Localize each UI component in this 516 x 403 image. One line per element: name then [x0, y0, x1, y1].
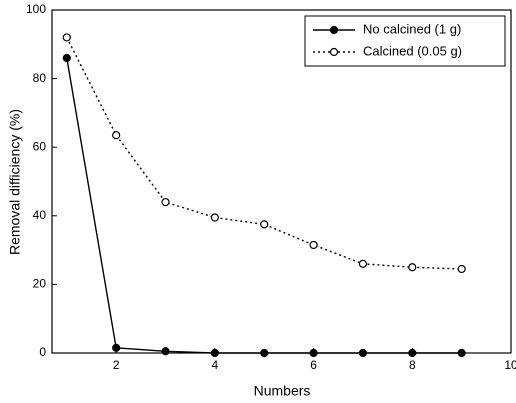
data-point: [161, 347, 170, 356]
data-point: [457, 264, 466, 274]
data-point: [358, 348, 368, 358]
data-point: [260, 220, 269, 229]
legend-marker: [329, 47, 339, 57]
x-tick-label: 6: [310, 358, 317, 372]
y-axis-title: Removal difficiency (%): [7, 109, 23, 255]
y-tick-label: 40: [33, 208, 47, 222]
data-point: [457, 348, 466, 358]
y-tick-label: 20: [33, 277, 47, 291]
series-line: [66, 57, 462, 354]
data-point: [112, 343, 121, 352]
data-point: [408, 348, 417, 358]
series-line: [66, 37, 462, 270]
y-tick-label: 80: [33, 71, 47, 85]
x-tick-label: 2: [113, 358, 120, 372]
x-axis-title: Numbers: [254, 383, 311, 399]
data-point: [210, 348, 219, 358]
y-tick-label: 60: [33, 139, 47, 153]
data-point: [62, 53, 71, 63]
x-tick-label: 8: [409, 358, 416, 372]
data-point: [260, 348, 269, 358]
x-tick-label: 4: [212, 358, 219, 372]
data-point: [161, 197, 170, 207]
data-point: [112, 131, 121, 140]
data-point: [309, 240, 318, 250]
data-point: [62, 33, 71, 42]
legend-marker: [329, 25, 339, 35]
x-tick-label: 10: [504, 358, 516, 372]
data-point: [309, 348, 318, 358]
data-point: [358, 259, 368, 268]
data-point: [408, 263, 417, 272]
y-tick-label: 0: [39, 345, 46, 359]
legend-box: [304, 15, 506, 67]
legend-label: No calcined (1 g): [363, 21, 461, 36]
data-point: [210, 213, 219, 222]
legend-label: Calcined (0.05 g): [363, 43, 462, 58]
y-tick-label: 100: [26, 2, 46, 16]
